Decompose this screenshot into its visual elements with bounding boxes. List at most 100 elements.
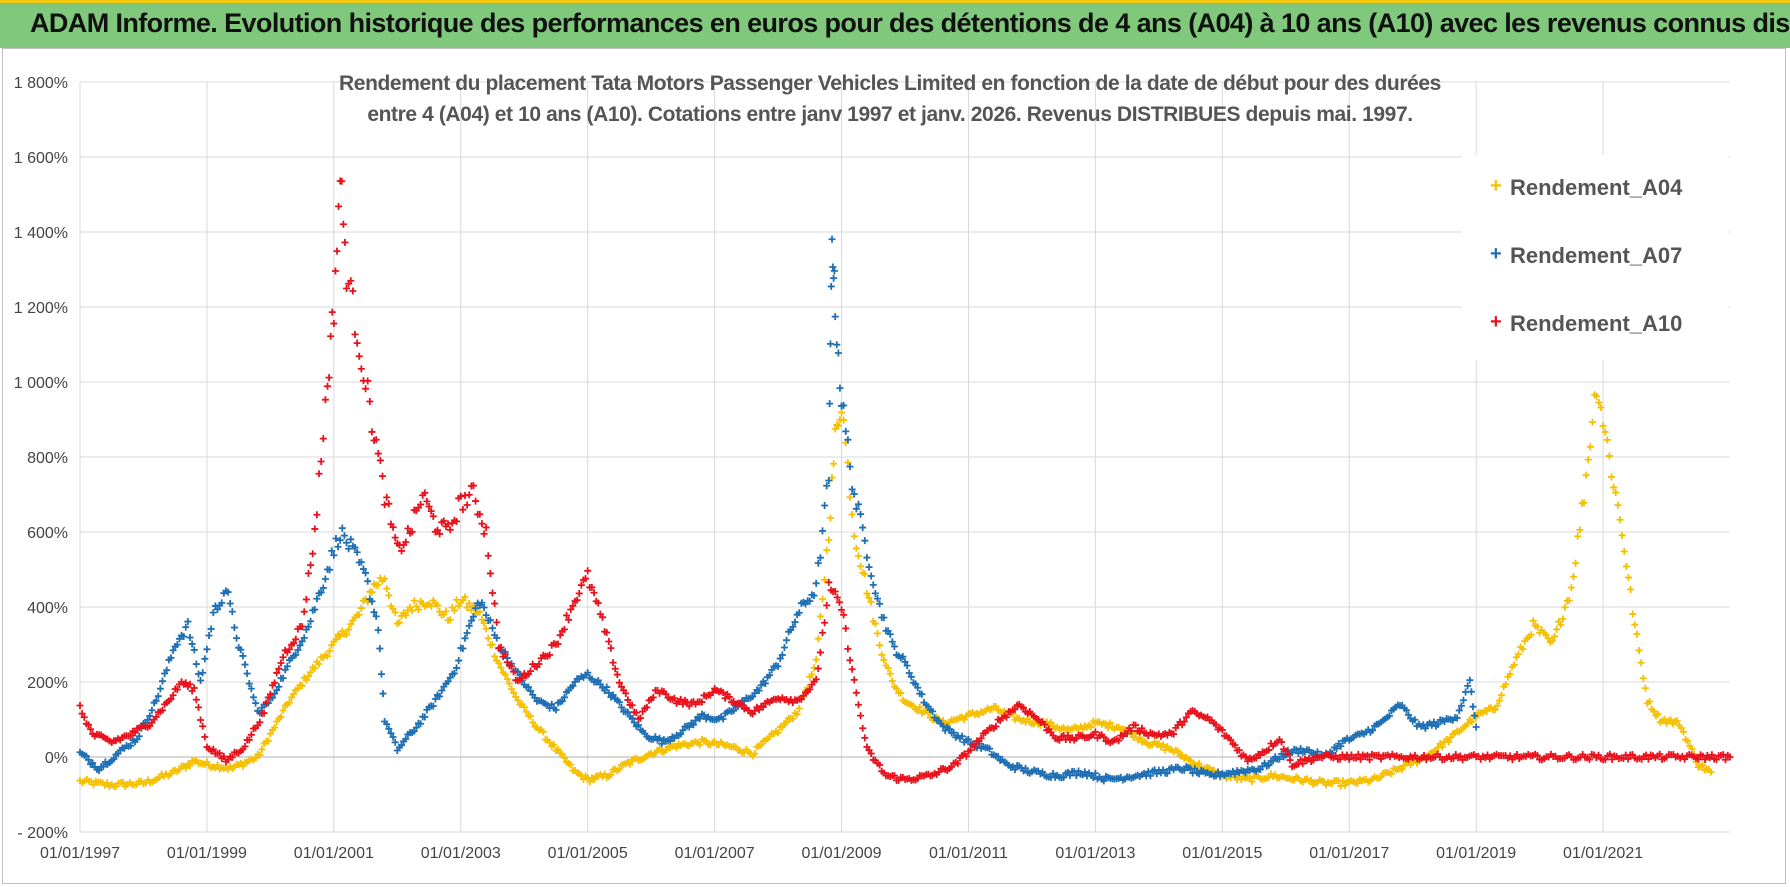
- data-point: [514, 696, 522, 704]
- data-point: [463, 501, 471, 509]
- data-point: [497, 664, 505, 672]
- data-point: [783, 718, 791, 726]
- data-point: [1041, 720, 1049, 728]
- data-point: [1066, 771, 1074, 779]
- data-point: [679, 726, 687, 734]
- data-point: [190, 684, 198, 692]
- data-point: [156, 685, 164, 693]
- data-point: [495, 659, 503, 667]
- data-point: [696, 741, 704, 749]
- data-point: [844, 459, 852, 467]
- data-point: [279, 706, 287, 714]
- data-point: [677, 730, 685, 738]
- data-point: [328, 641, 336, 649]
- data-point: [721, 694, 729, 702]
- data-point: [751, 707, 759, 715]
- data-point: [1559, 615, 1567, 623]
- data-point: [163, 666, 171, 674]
- data-point: [967, 746, 975, 754]
- data-point: [1170, 730, 1178, 738]
- data-point: [1574, 532, 1582, 540]
- data-point: [1210, 766, 1218, 774]
- data-point: [709, 689, 716, 697]
- data-point: [188, 640, 196, 648]
- data-point: [1667, 716, 1675, 724]
- data-point: [816, 554, 824, 562]
- data-point: [330, 320, 338, 328]
- data-point: [823, 482, 831, 490]
- x-tick-label: 01/01/2015: [1182, 845, 1262, 862]
- data-point: [1235, 746, 1243, 754]
- data-point: [304, 623, 312, 631]
- data-point: [814, 559, 822, 567]
- data-point: [567, 605, 575, 613]
- y-tick-label: 1 200%: [14, 300, 68, 317]
- data-point: [1455, 706, 1463, 714]
- data-point: [1569, 573, 1577, 581]
- data-point: [1227, 736, 1235, 744]
- data-point: [859, 724, 867, 732]
- data-point: [524, 683, 532, 691]
- data-point: [806, 597, 814, 605]
- data-point: [410, 727, 418, 735]
- data-point: [159, 706, 166, 714]
- data-point: [478, 520, 486, 528]
- data-point: [880, 656, 888, 664]
- data-point: [1332, 752, 1340, 760]
- data-point: [628, 714, 636, 722]
- data-point: [757, 681, 765, 689]
- data-point: [812, 579, 820, 587]
- data-point: [467, 606, 475, 614]
- data-point: [345, 545, 353, 553]
- data-point: [1589, 418, 1596, 426]
- data-point: [127, 732, 135, 740]
- data-point: [1635, 646, 1643, 654]
- data-point: [1699, 761, 1706, 769]
- data-point: [376, 456, 384, 464]
- data-point: [144, 716, 152, 724]
- data-point: [277, 659, 285, 667]
- data-point: [558, 697, 566, 705]
- data-point: [252, 754, 260, 762]
- data-point: [884, 664, 892, 672]
- data-point: [918, 690, 926, 698]
- y-tick-label: - 200%: [17, 825, 68, 842]
- data-point: [313, 511, 321, 519]
- data-point: [450, 669, 458, 677]
- data-point: [914, 707, 922, 715]
- data-point: [1248, 778, 1256, 786]
- data-point: [317, 589, 325, 597]
- series-rendement-a04: [76, 391, 1715, 791]
- data-point: [1601, 428, 1609, 436]
- data-point: [1656, 750, 1664, 758]
- data-point: [1011, 705, 1019, 713]
- data-point: [670, 694, 678, 702]
- data-point: [387, 729, 395, 737]
- data-point: [440, 517, 448, 525]
- data-point: [840, 416, 848, 424]
- data-point: [628, 701, 636, 709]
- data-point: [256, 718, 264, 726]
- data-point: [355, 352, 363, 360]
- data-point: [1434, 720, 1442, 728]
- data-point: [1472, 723, 1480, 731]
- data-point: [994, 753, 1002, 761]
- data-point: [146, 712, 154, 720]
- data-point: [1529, 617, 1537, 625]
- data-point: [1284, 750, 1292, 758]
- data-point: [1100, 733, 1108, 741]
- data-point: [582, 575, 590, 583]
- data-point: [434, 526, 441, 534]
- data-point: [184, 618, 192, 626]
- data-point: [852, 505, 860, 513]
- data-point: [307, 617, 315, 625]
- data-point: [874, 595, 881, 603]
- data-point: [376, 645, 384, 653]
- data-point: [831, 588, 839, 596]
- data-point: [1297, 745, 1305, 753]
- data-point: [738, 701, 746, 709]
- data-point: [958, 732, 966, 740]
- data-point: [1572, 559, 1580, 567]
- data-point: [197, 677, 205, 685]
- data-point: [374, 626, 382, 634]
